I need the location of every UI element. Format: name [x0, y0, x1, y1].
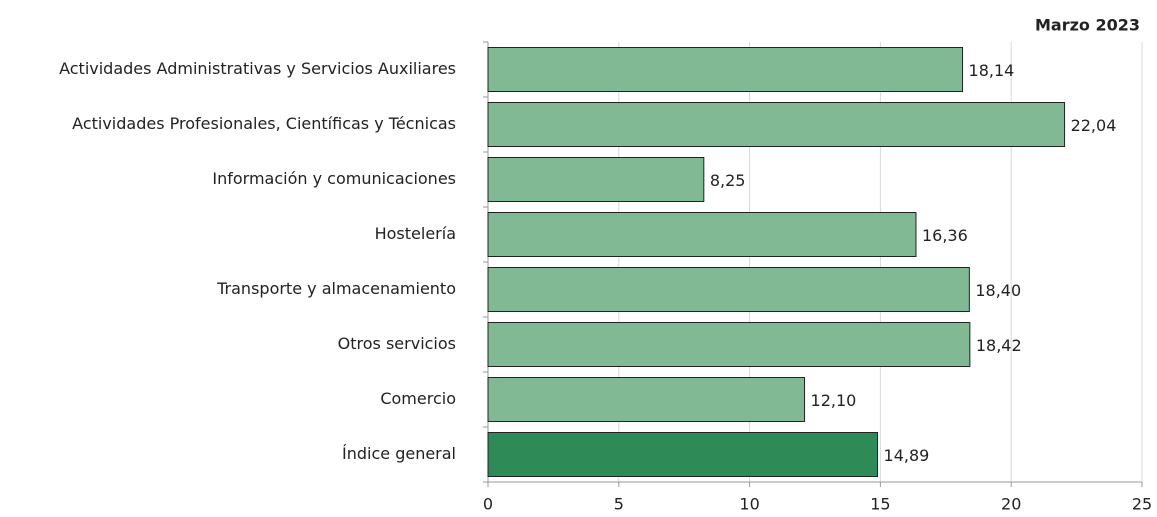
- data-label: 12,10: [811, 391, 857, 410]
- y-tick-label: Hostelería: [375, 224, 456, 243]
- data-label: 8,25: [710, 171, 746, 190]
- data-label: 18,14: [969, 61, 1015, 80]
- y-tick-label: Información y comunicaciones: [212, 169, 456, 188]
- chart-title: Marzo 2023: [1035, 16, 1140, 35]
- bar: [487, 212, 917, 257]
- bar: [487, 102, 1066, 147]
- y-tick-label: Actividades Profesionales, Científicas y…: [72, 114, 456, 133]
- data-label: 16,36: [922, 226, 968, 245]
- y-tick-label: Índice general: [342, 444, 456, 463]
- bar: [487, 377, 806, 422]
- data-label: 18,40: [975, 281, 1021, 300]
- bar: [487, 157, 705, 202]
- y-tick-label: Transporte y almacenamiento: [216, 279, 456, 298]
- data-label: 18,42: [976, 336, 1022, 355]
- data-label: 14,89: [884, 446, 930, 465]
- bar: [487, 322, 971, 367]
- y-tick-label: Comercio: [380, 389, 456, 408]
- y-tick-label: Actividades Administrativas y Servicios …: [59, 59, 456, 78]
- x-tick-label: 10: [739, 495, 759, 514]
- x-tick-label: 5: [614, 495, 624, 514]
- data-label: 22,04: [1071, 116, 1117, 135]
- y-tick-label: Otros servicios: [338, 334, 456, 353]
- x-tick-label: 20: [1001, 495, 1021, 514]
- x-tick-label: 25: [1132, 495, 1152, 514]
- bar: [487, 432, 879, 477]
- bar: [487, 47, 964, 92]
- x-tick-label: 15: [870, 495, 890, 514]
- bar: [487, 267, 970, 312]
- x-tick-label: 0: [483, 495, 493, 514]
